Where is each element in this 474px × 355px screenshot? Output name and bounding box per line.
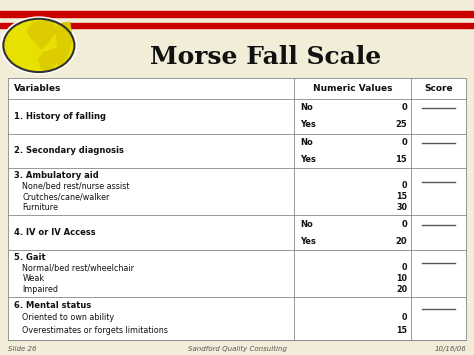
Text: Overestimates or forgets limitations: Overestimates or forgets limitations (22, 327, 168, 335)
Text: Weak: Weak (22, 274, 45, 283)
Text: No: No (300, 219, 313, 229)
Text: 10: 10 (396, 274, 407, 283)
Text: No: No (300, 138, 313, 147)
Polygon shape (39, 49, 58, 70)
Text: Sandford Quality Consulting: Sandford Quality Consulting (188, 345, 286, 352)
Text: No: No (300, 103, 313, 112)
Circle shape (3, 19, 74, 72)
Text: 2. Secondary diagnosis: 2. Secondary diagnosis (14, 147, 124, 155)
Bar (0, 23, 474, 28)
Text: 25: 25 (395, 120, 407, 129)
Text: None/bed rest/nurse assist: None/bed rest/nurse assist (22, 181, 130, 190)
Text: Numeric Values: Numeric Values (313, 84, 392, 93)
Bar (8, 78, 466, 340)
Text: 4. IV or IV Access: 4. IV or IV Access (14, 228, 95, 237)
Text: 20: 20 (396, 285, 407, 294)
Text: Variables: Variables (14, 84, 61, 93)
Text: 3. Ambulatory aid: 3. Ambulatory aid (14, 171, 99, 180)
Text: 30: 30 (396, 203, 407, 212)
Text: 15: 15 (395, 155, 407, 164)
Text: 0: 0 (401, 103, 407, 112)
Bar (0, 11, 474, 17)
Text: Yes: Yes (300, 237, 316, 246)
Text: 0: 0 (401, 263, 407, 272)
Text: 0: 0 (401, 219, 407, 229)
Text: 15: 15 (396, 192, 407, 201)
Polygon shape (55, 22, 72, 67)
Text: 6. Mental status: 6. Mental status (14, 301, 91, 310)
Text: 1. History of falling: 1. History of falling (14, 111, 106, 121)
Text: 15: 15 (396, 327, 407, 335)
Text: Oriented to own ability: Oriented to own ability (22, 313, 114, 322)
Text: 20: 20 (396, 237, 407, 246)
Text: Yes: Yes (300, 155, 316, 164)
Text: Morse Fall Scale: Morse Fall Scale (150, 45, 381, 69)
Text: 0: 0 (401, 138, 407, 147)
Text: Impaired: Impaired (22, 285, 58, 294)
Text: 0: 0 (401, 313, 407, 322)
Text: Furniture: Furniture (22, 203, 58, 212)
Text: Crutches/cane/walker: Crutches/cane/walker (22, 192, 109, 201)
Text: Score: Score (424, 84, 453, 93)
Text: 10/16/06: 10/16/06 (434, 346, 466, 351)
Text: Yes: Yes (300, 120, 316, 129)
Text: 5. Gait: 5. Gait (14, 253, 46, 262)
Polygon shape (27, 21, 55, 49)
Text: Normal/bed rest/wheelchair: Normal/bed rest/wheelchair (22, 263, 134, 272)
Circle shape (1, 17, 77, 74)
Text: Slide 26: Slide 26 (8, 346, 36, 351)
Text: 0: 0 (401, 181, 407, 190)
